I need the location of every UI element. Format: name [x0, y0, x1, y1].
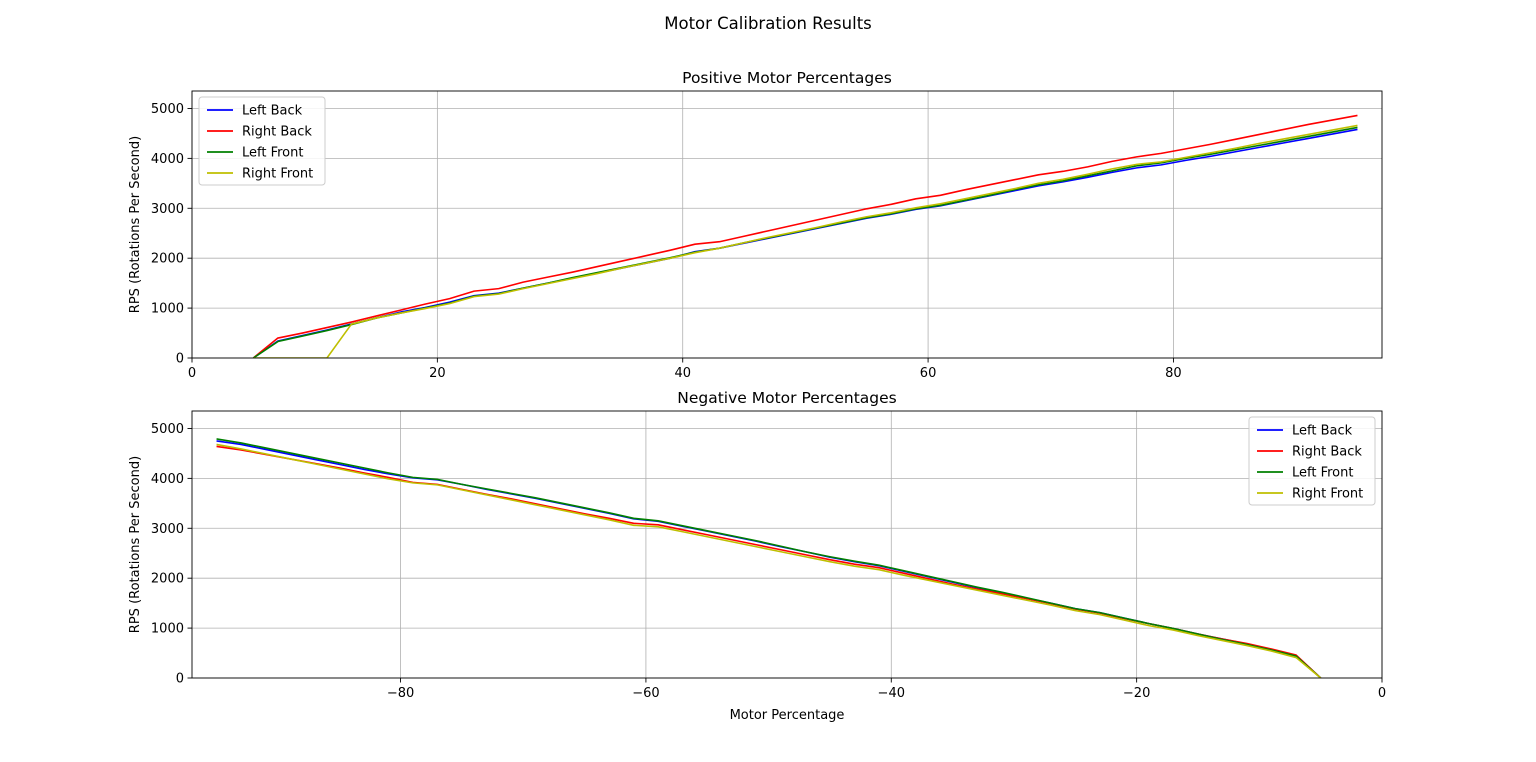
y-tick-label: 5000 [151, 102, 184, 117]
series-line-left-front [216, 438, 1322, 678]
legend-label: Right Back [242, 125, 312, 140]
legend-label: Left Back [1292, 424, 1353, 439]
x-tick-label: −20 [1123, 686, 1150, 701]
x-tick-label: 0 [188, 366, 196, 381]
subplot-positive: 0 20 40 60 80 0 1000 2000 3000 4000 5000 Positive M… [128, 69, 1383, 381]
figure-title: Motor Calibration Results [664, 14, 872, 33]
y-tick-label: 3000 [151, 202, 184, 217]
y-tick-label: 1000 [151, 622, 184, 637]
x-tick-label: −60 [632, 686, 659, 701]
subplot-title: Positive Motor Percentages [682, 69, 892, 87]
legend-label: Right Front [242, 167, 313, 182]
legend: Left Back Right Back Left Front Right Front [1248, 416, 1376, 506]
x-tick-label: 20 [429, 366, 446, 381]
x-tick-label: 40 [674, 366, 691, 381]
x-tick-label: 0 [1378, 686, 1386, 701]
y-tick-label: 1000 [151, 302, 184, 317]
y-tick-label: 0 [176, 352, 184, 367]
legend: Left Back Right Back Left Front Right Front [198, 96, 326, 186]
legend-label: Left Front [242, 146, 303, 161]
x-tick-label: 60 [920, 366, 937, 381]
y-tick-label: 4000 [151, 472, 184, 487]
y-axis-label: RPS (Rotations Per Second) [128, 456, 143, 633]
y-tick-label: 2000 [151, 572, 184, 587]
series-line-right-front [253, 124, 1358, 358]
legend-label: Left Back [242, 104, 303, 119]
subplot-negative: −80 −60 −40 −20 0 0 1000 2000 3000 4000 5000 Negati… [128, 389, 1386, 723]
legend-box [198, 96, 326, 186]
series-line-right-front [216, 443, 1322, 678]
y-tick-label: 3000 [151, 522, 184, 537]
x-tick-label: −40 [878, 686, 905, 701]
x-tick-label: −80 [387, 686, 414, 701]
x-axis-label: Motor Percentage [730, 708, 845, 723]
y-tick-label: 4000 [151, 152, 184, 167]
x-tick-label: 80 [1165, 366, 1182, 381]
subplot-title: Negative Motor Percentages [677, 389, 896, 407]
axes-frame [191, 410, 1383, 679]
series-line-right-back [252, 114, 1358, 358]
y-tick-label: 5000 [151, 422, 184, 437]
legend-box [1248, 416, 1376, 506]
legend-label: Left Front [1292, 466, 1353, 481]
legend-label: Right Front [1292, 487, 1363, 502]
y-axis-label: RPS (Rotations Per Second) [128, 136, 143, 313]
y-tick-label: 0 [176, 672, 184, 687]
axes-frame [191, 90, 1383, 359]
legend-label: Right Back [1292, 445, 1362, 460]
y-tick-label: 2000 [151, 252, 184, 267]
